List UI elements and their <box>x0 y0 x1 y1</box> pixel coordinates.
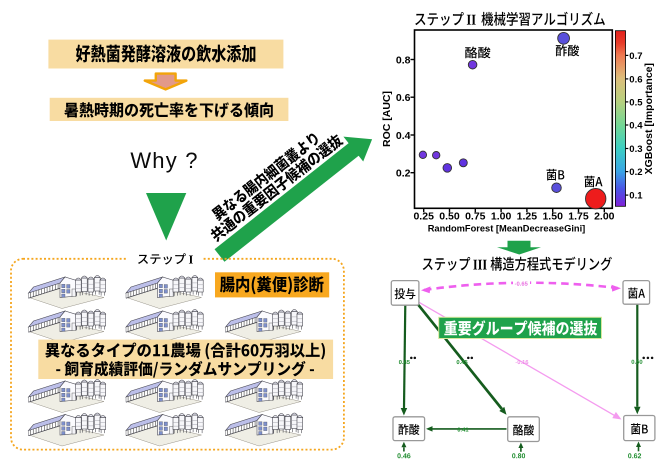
svg-text:0.75: 0.75 <box>465 211 486 223</box>
svg-text:2.00: 2.00 <box>594 211 615 223</box>
svg-text:0.6: 0.6 <box>629 74 642 85</box>
svg-text:0.2: 0.2 <box>396 168 411 180</box>
svg-text:Why ?: Why ? <box>130 148 198 173</box>
svg-text:0.25: 0.25 <box>413 211 434 223</box>
svg-text:0.50: 0.50 <box>439 211 460 223</box>
svg-text:0.6: 0.6 <box>396 92 411 104</box>
svg-text:XGBoost [Importance]: XGBoost [Importance] <box>643 63 655 174</box>
svg-text:1.75: 1.75 <box>568 211 589 223</box>
svg-text:0.7: 0.7 <box>629 51 642 62</box>
svg-text:0.4: 0.4 <box>629 120 643 131</box>
svg-text:0.8: 0.8 <box>396 54 411 66</box>
svg-text:1.50: 1.50 <box>542 211 563 223</box>
svg-text:0.1: 0.1 <box>629 191 643 202</box>
svg-text:1.00: 1.00 <box>491 211 512 223</box>
svg-text:0.4: 0.4 <box>396 130 411 142</box>
svg-text:ROC [AUC]: ROC [AUC] <box>381 91 393 147</box>
svg-text:0.5: 0.5 <box>629 97 643 108</box>
svg-text:0.2: 0.2 <box>629 167 642 178</box>
svg-text:1.25: 1.25 <box>517 211 538 223</box>
svg-text:0.3: 0.3 <box>629 144 642 155</box>
svg-text:RandomForest [MeanDecreaseGini: RandomForest [MeanDecreaseGini] <box>428 224 586 234</box>
